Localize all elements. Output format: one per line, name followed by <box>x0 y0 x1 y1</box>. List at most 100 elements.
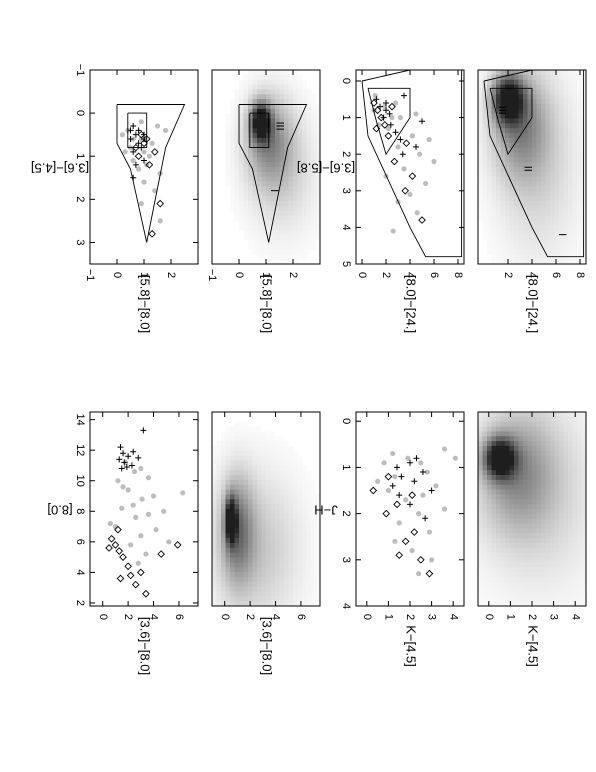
density-cell <box>212 552 217 558</box>
density-cell <box>482 436 488 442</box>
density-cell <box>478 576 483 583</box>
density-cell <box>478 103 483 110</box>
density-cell <box>279 547 285 554</box>
density-cell <box>306 186 312 192</box>
density-cell <box>275 103 280 110</box>
density-cell <box>284 147 289 153</box>
density-cell <box>500 421 506 427</box>
density-cell <box>541 128 546 134</box>
density-cell <box>491 157 497 163</box>
density-cell <box>311 581 316 587</box>
density-cell <box>243 89 249 95</box>
density-cell <box>306 513 312 520</box>
density-cell <box>500 445 506 452</box>
density-cell <box>505 244 510 250</box>
density-cell <box>545 191 551 197</box>
density-cell <box>270 147 276 153</box>
density-cell <box>496 547 501 554</box>
density-cell <box>500 513 506 520</box>
density-cell <box>541 557 546 563</box>
density-cell <box>568 494 573 500</box>
density-cell <box>243 460 249 466</box>
density-cell <box>297 142 303 148</box>
density-cell <box>302 167 307 173</box>
density-cell <box>559 89 564 95</box>
density-cell <box>572 84 578 90</box>
density-cell <box>297 513 303 520</box>
density-cell <box>279 74 285 81</box>
density-cell <box>487 557 492 563</box>
density-cell <box>550 176 555 182</box>
density-cell <box>554 244 560 250</box>
density-cell <box>563 244 569 250</box>
density-cell <box>275 596 280 602</box>
density-cell <box>487 157 492 163</box>
density-cell <box>302 576 307 583</box>
density-cell <box>284 504 289 510</box>
density-cell <box>266 249 271 255</box>
density-cell <box>482 479 488 486</box>
density-cell <box>288 220 294 226</box>
density-cell <box>297 455 303 461</box>
density-cell <box>545 513 551 520</box>
density-cell <box>248 118 253 124</box>
density-cell <box>514 465 519 471</box>
density-cell <box>288 147 294 153</box>
density-cell <box>302 475 307 481</box>
density-cell <box>248 484 253 490</box>
density-cell <box>212 528 217 534</box>
density-cell <box>284 181 289 187</box>
density-cell <box>527 513 533 520</box>
plot-area <box>369 446 458 578</box>
density-cell <box>275 205 280 212</box>
density-cell <box>248 479 253 486</box>
density-cell <box>234 103 240 110</box>
density-cell <box>536 426 542 432</box>
density-cell <box>514 94 519 100</box>
density-cell <box>518 254 524 260</box>
density-cell <box>234 591 240 597</box>
density-cell <box>532 133 537 139</box>
density-cell <box>275 254 280 260</box>
data-point-dot <box>133 514 139 521</box>
density-cell <box>239 79 244 85</box>
density-cell <box>523 118 528 124</box>
density-cell <box>248 504 253 510</box>
data-point-diamond <box>408 172 417 180</box>
density-cell <box>532 181 537 187</box>
density-cell <box>577 181 582 187</box>
density-cell <box>297 254 303 260</box>
density-cell <box>288 167 294 173</box>
density-cell <box>288 171 294 178</box>
density-cell <box>523 84 528 90</box>
density-cell <box>536 230 542 236</box>
density-cell <box>487 137 492 144</box>
density-cell <box>284 171 289 178</box>
y-tick-label: 1 <box>382 614 394 620</box>
density-cell <box>482 504 488 510</box>
density-cell <box>279 196 285 202</box>
density-cell <box>496 215 501 221</box>
density-cell <box>514 181 519 187</box>
density-cell <box>509 431 515 437</box>
density-cell <box>216 509 222 515</box>
density-cell <box>270 234 276 241</box>
density-cell <box>550 455 555 461</box>
density-cell <box>572 128 578 134</box>
density-cell <box>496 108 501 115</box>
data-point-diamond <box>384 472 393 481</box>
density-cell <box>527 562 533 568</box>
density-cell <box>572 225 578 231</box>
data-point-dot <box>385 125 391 132</box>
density-cell <box>302 225 307 231</box>
density-cell <box>216 513 222 520</box>
density-cell <box>563 220 569 226</box>
density-cell <box>554 84 560 90</box>
density-cell <box>509 426 515 432</box>
density-cell <box>243 113 249 119</box>
density-cell <box>266 445 271 452</box>
data-point-plus <box>135 454 142 461</box>
density-cell <box>568 162 573 168</box>
density-cell <box>559 171 564 178</box>
